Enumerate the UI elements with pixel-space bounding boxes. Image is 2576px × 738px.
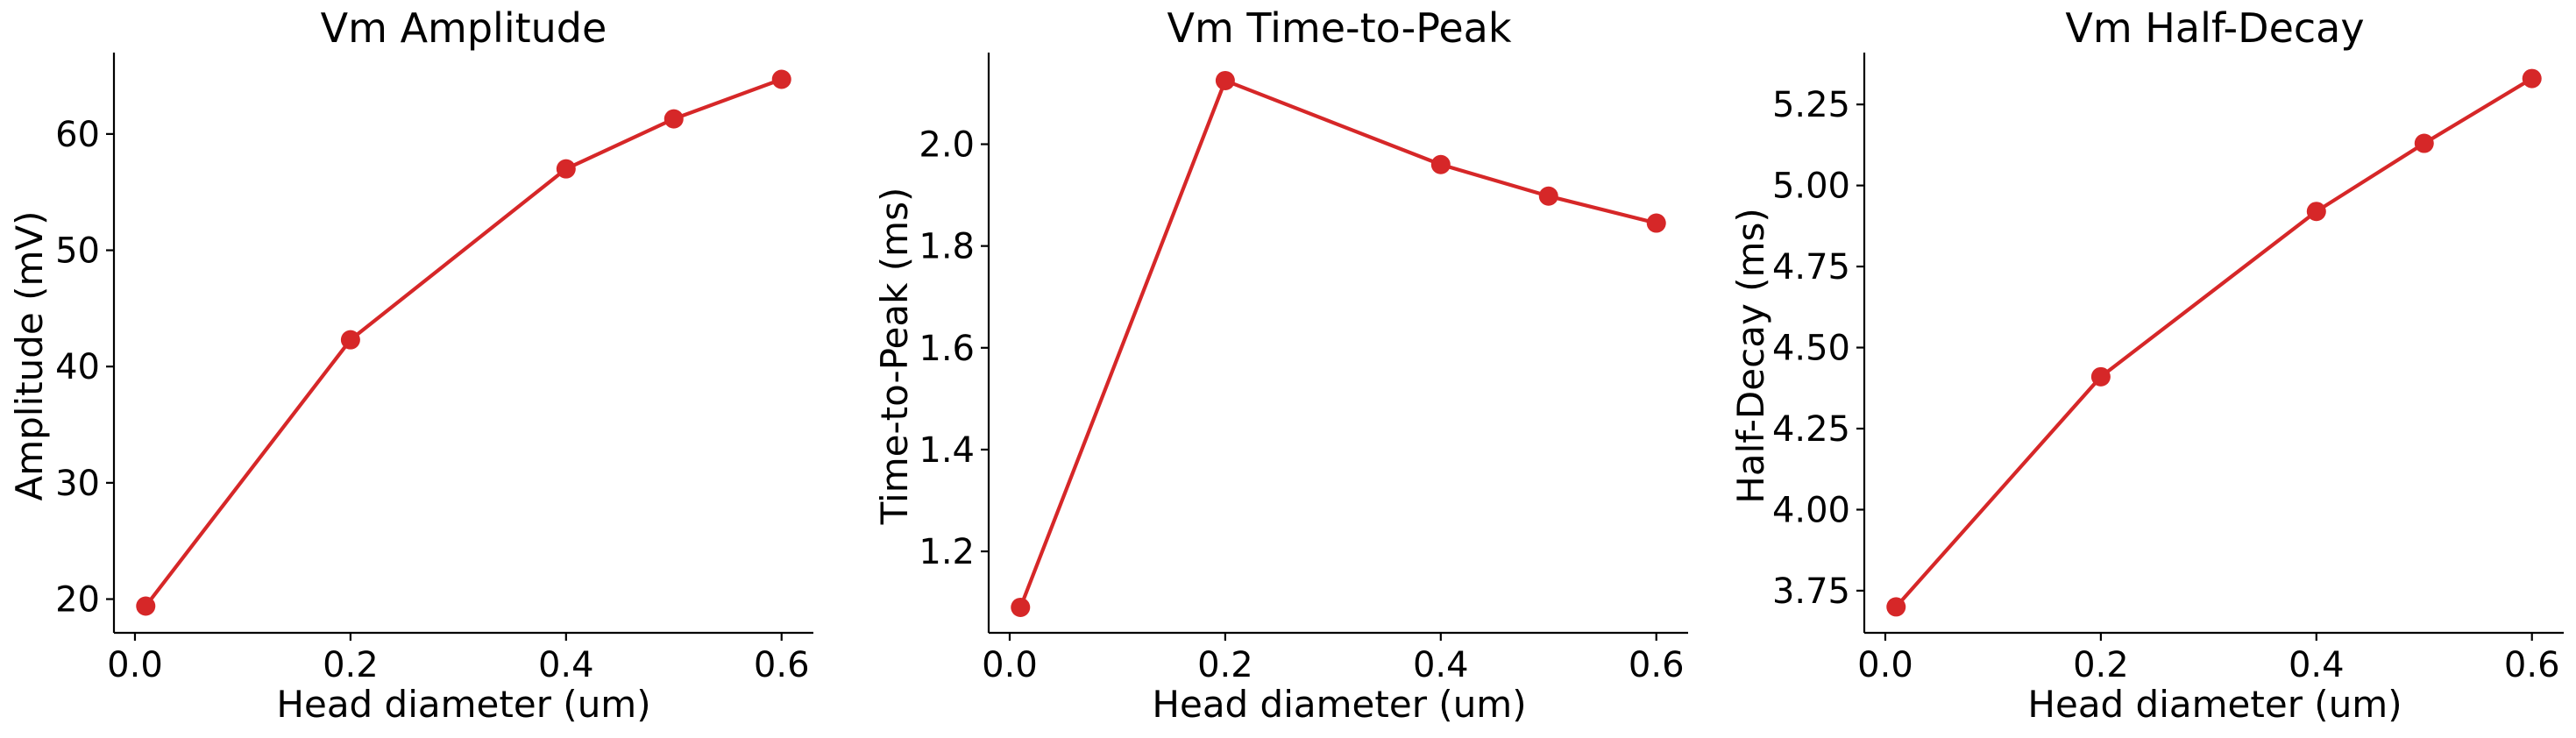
data-point xyxy=(2522,68,2542,89)
y-tick-label: 60 xyxy=(55,115,100,155)
x-tick-label: 0.6 xyxy=(754,645,810,685)
y-axis-label: Half-Decay (ms) xyxy=(1729,208,1772,503)
x-axis-label: Head diameter (um) xyxy=(276,683,650,726)
y-tick-label: 1.4 xyxy=(919,430,975,471)
plot-area: 0.0 0.2 0.4 0.6 1.2 1.4 1.6 1.8 2.0 xyxy=(919,53,1688,685)
data-point xyxy=(340,330,360,350)
y-tick-label: 1.8 xyxy=(919,227,975,267)
chart-title: Vm Time-to-Peak xyxy=(1167,4,1512,52)
y-tick-label: 3.75 xyxy=(1772,571,1850,612)
x-axis-label: Head diameter (um) xyxy=(2027,683,2402,726)
y-tick-label: 4.25 xyxy=(1772,409,1850,450)
x-tick-label: 0.4 xyxy=(2289,645,2345,685)
data-point xyxy=(1886,597,1906,617)
x-tick-label: 0.6 xyxy=(2504,645,2560,685)
chart-title: Vm Half-Decay xyxy=(2065,4,2364,52)
chart-panel-time-to-peak: Vm Time-to-Peak Head diameter (um) Time-… xyxy=(873,4,1688,726)
plot-area: 0.0 0.2 0.4 0.6 20 30 40 50 60 xyxy=(55,53,813,685)
y-tick-label: 4.00 xyxy=(1772,490,1850,530)
y-tick-label: 30 xyxy=(55,464,100,504)
y-tick-label: 2.0 xyxy=(919,125,975,166)
x-tick-label: 0.2 xyxy=(1197,645,1253,685)
chart-panel-half-decay: Vm Half-Decay Head diameter (um) Half-De… xyxy=(1729,4,2564,726)
y-tick-label: 4.50 xyxy=(1772,329,1850,369)
x-tick-label: 0.2 xyxy=(323,645,379,685)
data-point xyxy=(771,69,791,89)
y-tick-label: 1.6 xyxy=(919,329,975,369)
y-tick-label: 40 xyxy=(55,347,100,387)
chart-title: Vm Amplitude xyxy=(321,4,607,52)
x-tick-label: 0.4 xyxy=(538,645,594,685)
data-point xyxy=(1215,70,1235,90)
data-point xyxy=(2090,366,2111,387)
y-tick-label: 5.25 xyxy=(1772,85,1850,125)
data-point xyxy=(664,109,684,129)
y-tick-label: 5.00 xyxy=(1772,167,1850,207)
y-tick-label: 20 xyxy=(55,580,100,621)
x-tick-label: 0.2 xyxy=(2073,645,2129,685)
x-tick-label: 0.4 xyxy=(1413,645,1469,685)
data-point xyxy=(1538,186,1558,206)
x-tick-label: 0.6 xyxy=(1629,645,1685,685)
x-tick-label: 0.0 xyxy=(982,645,1038,685)
y-axis-label: Amplitude (mV) xyxy=(8,211,51,501)
y-tick-label: 1.2 xyxy=(919,532,975,572)
y-tick-label: 4.75 xyxy=(1772,247,1850,287)
x-tick-label: 0.0 xyxy=(1857,645,1913,685)
y-tick-label: 50 xyxy=(55,231,100,272)
chart-panel-amplitude: Vm Amplitude Head diameter (um) Amplitud… xyxy=(8,4,813,726)
x-axis-label: Head diameter (um) xyxy=(1152,683,1526,726)
plot-area: 0.0 0.2 0.4 0.6 3.75 4.00 4.25 4.50 4.75 5.00 5.25 xyxy=(1772,53,2564,685)
data-point xyxy=(1430,154,1451,174)
data-point xyxy=(1011,597,1031,617)
y-axis-label: Time-to-Peak (ms) xyxy=(873,188,916,526)
x-tick-label: 0.0 xyxy=(107,645,163,685)
data-point xyxy=(136,596,156,616)
data-point xyxy=(2414,133,2434,153)
data-point xyxy=(1646,213,1666,233)
data-point xyxy=(556,159,576,179)
data-point xyxy=(2306,202,2326,222)
